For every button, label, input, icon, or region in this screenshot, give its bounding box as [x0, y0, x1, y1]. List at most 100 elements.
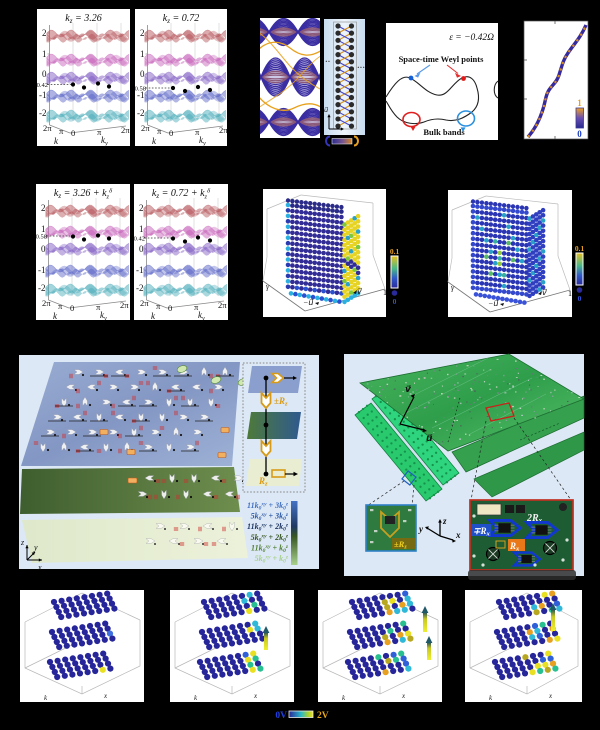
- svg-text:1: 1: [140, 49, 145, 59]
- svg-text:0.1: 0.1: [575, 244, 585, 253]
- svg-text:0: 0: [41, 244, 46, 254]
- svg-text:ky: ky: [198, 310, 205, 322]
- svg-text:2π: 2π: [140, 298, 149, 308]
- svg-text:1: 1: [383, 288, 387, 297]
- svg-text:-1: -1: [38, 265, 46, 275]
- svg-text:ky: ky: [101, 135, 108, 147]
- svg-text:11k0xy + 3k0z: 11k0xy + 3k0z: [247, 501, 289, 512]
- svg-text:0.1: 0.1: [390, 247, 400, 256]
- svg-text:v⃗: v⃗: [357, 287, 362, 296]
- svg-text:π: π: [58, 301, 63, 311]
- svg-text:1: 1: [568, 289, 572, 298]
- svg-text:k: k: [489, 694, 493, 702]
- svg-text:kz = 0.72 + kzδ: kz = 0.72 + kzδ: [152, 188, 211, 201]
- svg-text:kz = 3.26 + kzδ: kz = 3.26 + kzδ: [54, 188, 113, 201]
- svg-text:k: k: [44, 694, 48, 702]
- svg-text:x: x: [455, 530, 461, 540]
- svg-text:1: 1: [139, 224, 144, 234]
- svg-text:2π: 2π: [219, 125, 228, 135]
- svg-text:11k0xy + 2k0z: 11k0xy + 2k0z: [247, 522, 289, 533]
- svg-text:2: 2: [139, 203, 144, 213]
- svg-text:0: 0: [393, 297, 397, 306]
- svg-text:k: k: [151, 311, 156, 321]
- svg-text:z: z: [20, 538, 25, 547]
- svg-text:2: 2: [140, 28, 145, 38]
- svg-text:k: k: [152, 136, 157, 146]
- svg-text:-1: -1: [136, 265, 144, 275]
- svg-text:ky: ky: [199, 135, 206, 147]
- svg-text:v⃗: v⃗: [405, 384, 412, 394]
- svg-text:1: 1: [42, 49, 47, 59]
- svg-text:−u⃗: −u⃗: [488, 299, 498, 308]
- svg-text:2π: 2π: [120, 300, 129, 310]
- svg-text:-2: -2: [38, 283, 46, 293]
- svg-text:0: 0: [577, 129, 582, 139]
- svg-text:π: π: [156, 301, 161, 311]
- svg-text:5k0xy + k0z: 5k0xy + k0z: [255, 554, 289, 565]
- svg-text:2π: 2π: [141, 123, 150, 133]
- svg-text:x: x: [103, 692, 108, 700]
- svg-text:0.42: 0.42: [134, 236, 145, 243]
- svg-text:y: y: [418, 524, 424, 534]
- svg-text:π: π: [97, 127, 102, 137]
- svg-text:ky: ky: [100, 310, 107, 322]
- svg-text:0: 0: [578, 294, 582, 303]
- svg-text:0: 0: [139, 244, 144, 254]
- svg-text:2π: 2π: [42, 298, 51, 308]
- svg-text:1: 1: [577, 98, 582, 108]
- svg-text:π: π: [59, 126, 64, 136]
- svg-text:γ: γ: [451, 283, 455, 292]
- svg-text:2: 2: [41, 203, 46, 213]
- svg-text:0: 0: [169, 128, 173, 138]
- svg-text:u⃗: u⃗: [426, 433, 433, 443]
- svg-text:2V: 2V: [317, 711, 329, 721]
- svg-text:0: 0: [140, 69, 145, 79]
- svg-text:Bulk bands: Bulk bands: [423, 127, 465, 137]
- svg-text:-2: -2: [39, 108, 47, 118]
- svg-text:kz = 0.72: kz = 0.72: [163, 13, 199, 25]
- svg-text:2π: 2π: [218, 300, 227, 310]
- svg-text:···: ···: [357, 63, 365, 72]
- svg-text:x: x: [37, 563, 42, 572]
- svg-text:π: π: [96, 302, 101, 312]
- svg-text:π: π: [194, 302, 199, 312]
- svg-text:2Rx: 2Rx: [526, 513, 543, 525]
- svg-text:-2: -2: [136, 283, 144, 293]
- svg-text:k: k: [194, 694, 198, 702]
- svg-text:5k0xy + 3k0z: 5k0xy + 3k0z: [251, 512, 289, 523]
- svg-text:11k0xy + k0z: 11k0xy + k0z: [251, 543, 289, 554]
- svg-text:-2: -2: [137, 108, 145, 118]
- svg-text:k: k: [54, 136, 59, 146]
- svg-text:Rz: Rz: [258, 476, 268, 488]
- svg-text:ε = −0.42Ω: ε = −0.42Ω: [449, 33, 494, 43]
- svg-text:0.58: 0.58: [36, 234, 47, 241]
- svg-text:∓Rx: ∓Rx: [473, 526, 491, 538]
- svg-text:x: x: [548, 692, 553, 700]
- svg-text:-1: -1: [137, 90, 145, 100]
- svg-text:γ: γ: [266, 282, 270, 291]
- svg-text:2: 2: [42, 28, 47, 38]
- svg-text:0.58: 0.58: [135, 86, 146, 93]
- svg-text:u⃗: u⃗: [324, 106, 329, 114]
- svg-text:v⃗: v⃗: [542, 288, 547, 297]
- svg-text:0V: 0V: [275, 711, 287, 721]
- svg-text:0: 0: [168, 303, 172, 313]
- svg-text:x: x: [401, 692, 406, 700]
- svg-text:-1: -1: [39, 90, 47, 100]
- svg-text:±Rz: ±Rz: [394, 539, 407, 551]
- svg-text:y: y: [33, 543, 38, 552]
- svg-text:0: 0: [71, 128, 75, 138]
- svg-text:π: π: [195, 127, 200, 137]
- svg-text:2π: 2π: [121, 125, 130, 135]
- svg-text:±Rz: ±Rz: [274, 396, 288, 408]
- svg-text:−u⃗: −u⃗: [303, 298, 313, 307]
- svg-text:π: π: [157, 126, 162, 136]
- svg-text:··: ··: [325, 57, 330, 66]
- svg-text:k: k: [342, 694, 346, 702]
- svg-text:0: 0: [70, 303, 74, 313]
- svg-text:0.42: 0.42: [37, 82, 48, 89]
- svg-text:Rx: Rx: [509, 541, 520, 553]
- svg-text:5k0xy + 2k0z: 5k0xy + 2k0z: [251, 533, 289, 544]
- svg-text:1: 1: [41, 224, 46, 234]
- svg-text:0: 0: [42, 69, 47, 79]
